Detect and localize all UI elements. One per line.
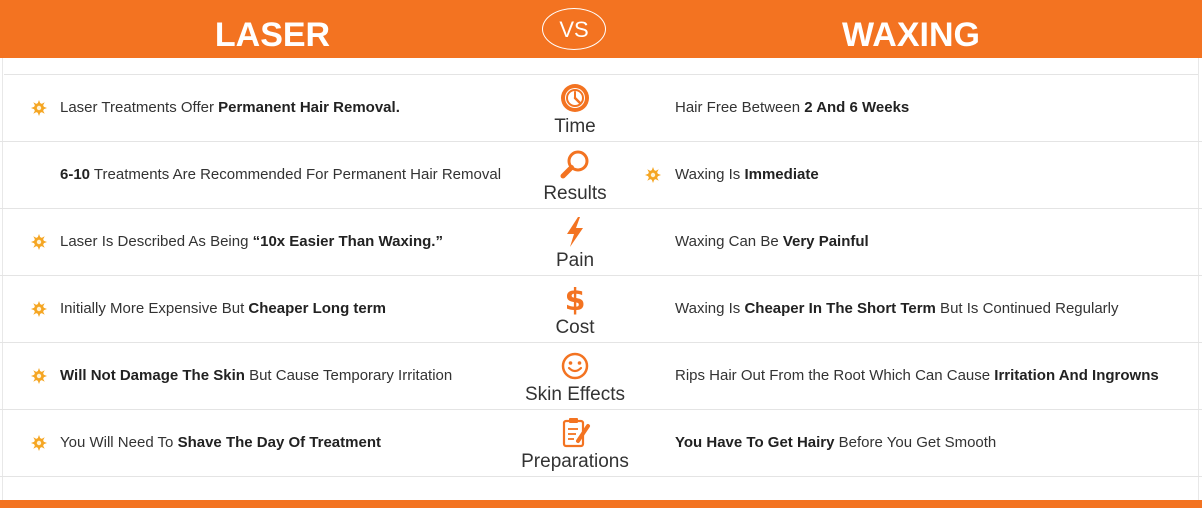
table-row: Will Not Damage The Skin But Cause Tempo… [0, 343, 1202, 410]
clipboard-pencil-icon [558, 416, 592, 450]
dollar-icon: $ [558, 282, 592, 318]
text-segment: Rips Hair Out From the Root Which Can Ca… [675, 367, 995, 384]
table-row: You Will Need To Shave The Day Of Treatm… [0, 410, 1202, 477]
text-segment: Waxing Is [675, 300, 745, 317]
laser-text: 6-10 Treatments Are Recommended For Perm… [60, 142, 501, 208]
text-segment: “10x Easier Than Waxing.” [252, 233, 443, 250]
text-segment: Permanent Hair Removal. [218, 99, 400, 116]
category-label: Time [554, 116, 596, 137]
text-segment: Hair Free Between [675, 99, 805, 116]
waxing-text: Hair Free Between 2 And 6 Weeks [675, 75, 909, 141]
text-segment: 6-10 [60, 166, 91, 183]
laser-text: Initially More Expensive But Cheaper Lon… [60, 276, 386, 342]
waxing-text: Waxing Can Be Very Painful [675, 209, 869, 275]
laser-text: You Will Need To Shave The Day Of Treatm… [60, 410, 381, 476]
footer-bar [0, 500, 1202, 508]
star-icon [31, 301, 47, 317]
table-row: Initially More Expensive But Cheaper Lon… [0, 276, 1202, 343]
star-icon [31, 368, 47, 384]
category-cell: $ Cost [505, 282, 645, 338]
category-cell: Skin Effects [505, 349, 645, 405]
text-segment: You Will Need To [60, 434, 178, 451]
star-icon [645, 167, 661, 183]
laser-text: Laser Treatments Offer Permanent Hair Re… [60, 75, 400, 141]
text-segment: Before You Get Smooth [834, 434, 997, 451]
text-segment: Very Painful [782, 233, 869, 250]
category-cell: Results [505, 148, 645, 204]
vs-badge: VS [542, 8, 606, 50]
waxing-text: You Have To Get Hairy Before You Get Smo… [675, 410, 996, 476]
magnifier-icon [558, 148, 592, 182]
svg-text:$: $ [565, 283, 586, 316]
text-segment: Shave The Day Of Treatment [177, 434, 381, 451]
text-segment: Treatments Are Recommended For Permanent… [90, 166, 502, 183]
header-bar: LASER VS WAXING [0, 0, 1202, 58]
table-frame [2, 58, 1199, 500]
lightning-icon [558, 215, 592, 249]
header-divider [4, 58, 1198, 75]
laser-heading: LASER [214, 16, 331, 54]
text-segment: Cheaper Long term [248, 300, 386, 317]
table-row: Laser Treatments Offer Permanent Hair Re… [0, 75, 1202, 142]
text-segment: Cheaper In The Short Term [744, 300, 936, 317]
text-segment: Immediate [744, 166, 819, 183]
waxing-text: Waxing Is Immediate [675, 142, 819, 208]
text-segment: But Cause Temporary Irritation [244, 367, 453, 384]
category-label: Cost [555, 317, 595, 338]
category-label: Skin Effects [525, 384, 625, 405]
text-segment: You Have To Get Hairy [675, 434, 835, 451]
comparison-table: Laser Treatments Offer Permanent Hair Re… [0, 75, 1202, 477]
category-cell: Preparations [505, 416, 645, 472]
waxing-text: Rips Hair Out From the Root Which Can Ca… [675, 343, 1159, 409]
star-icon [31, 100, 47, 116]
star-icon [31, 234, 47, 250]
smiley-icon [558, 349, 592, 383]
clock-icon [558, 81, 592, 115]
category-label: Pain [555, 250, 595, 271]
text-segment: Waxing Is [675, 166, 745, 183]
waxing-text: Waxing Is Cheaper In The Short Term But … [675, 276, 1119, 342]
text-segment: Laser Treatments Offer [60, 99, 219, 116]
laser-text: Laser Is Described As Being “10x Easier … [60, 209, 443, 275]
category-label: Preparations [521, 451, 629, 472]
text-segment: Waxing Can Be [675, 233, 783, 250]
text-segment: Irritation And Ingrowns [994, 367, 1159, 384]
text-segment: Laser Is Described As Being [60, 233, 253, 250]
category-cell: Time [505, 81, 645, 137]
text-segment: Will Not Damage The Skin [60, 367, 245, 384]
text-segment: 2 And 6 Weeks [804, 99, 910, 116]
text-segment: But Is Continued Regularly [935, 300, 1119, 317]
category-cell: Pain [505, 215, 645, 271]
table-row: Laser Is Described As Being “10x Easier … [0, 209, 1202, 276]
star-icon [31, 435, 47, 451]
laser-text: Will Not Damage The Skin But Cause Tempo… [60, 343, 452, 409]
waxing-heading: WAXING [842, 16, 980, 54]
text-segment: Initially More Expensive But [60, 300, 249, 317]
table-row: 6-10 Treatments Are Recommended For Perm… [0, 142, 1202, 209]
category-label: Results [543, 183, 607, 204]
